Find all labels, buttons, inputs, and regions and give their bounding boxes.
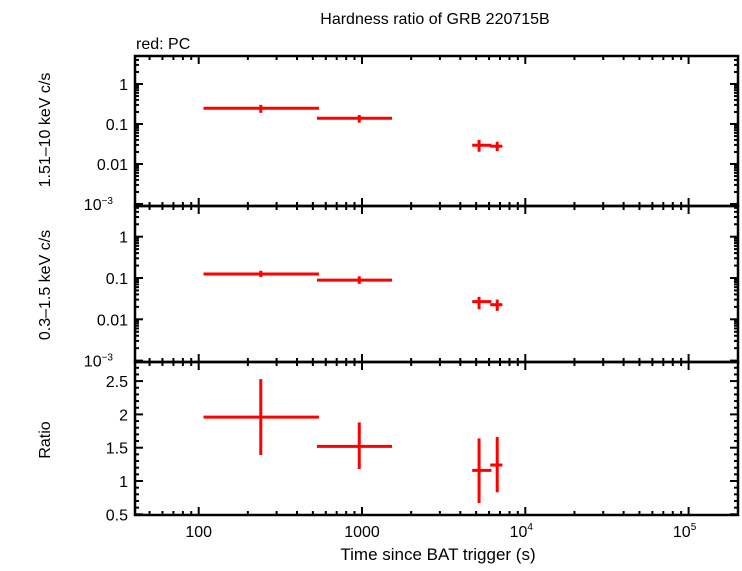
data-point	[490, 437, 503, 493]
y-tick-label: 2.5	[106, 374, 128, 391]
data-point	[203, 379, 319, 456]
y-axis-label: Ratio	[37, 421, 54, 458]
x-tick-label: 104	[510, 522, 534, 541]
y-tick-label: 1	[119, 474, 128, 491]
y-tick-label: 1	[119, 230, 128, 247]
data-point	[490, 141, 503, 152]
x-tick-label: 100	[185, 524, 212, 541]
y-tick-label: 0.1	[106, 271, 128, 288]
data-point	[203, 270, 319, 278]
plot-title: Hardness ratio of GRB 220715B	[320, 11, 549, 28]
data-point	[316, 276, 393, 284]
panel-frame	[133, 360, 740, 517]
panel-frame	[133, 54, 740, 208]
y-tick-label: 1	[119, 77, 128, 94]
data-point	[203, 104, 319, 113]
data-point	[490, 299, 503, 311]
y-tick-exponent: −3	[102, 196, 114, 207]
y-tick-label: 2	[119, 407, 128, 424]
x-tick-exponent: 4	[527, 522, 533, 533]
data-point	[316, 114, 393, 123]
y-tick-label: 0.01	[97, 157, 128, 174]
y-axis-label: 1.51–10 keV c/s	[37, 73, 54, 188]
panel-hard: 1 0.1 0.01 10−3 1.51–10 keV c/s	[37, 54, 740, 214]
y-tick-label: 1.5	[106, 441, 128, 458]
x-tick-exponent: 5	[691, 522, 697, 533]
y-axis-label: 0.3–1.5 keV c/s	[37, 230, 54, 340]
y-tick-label: 0.01	[97, 312, 128, 329]
x-tick-label: 1000	[344, 524, 380, 541]
y-tick-exponent: −3	[102, 353, 114, 364]
y-tick-label: 10−3	[84, 353, 114, 371]
panel-ratio: 2.5 2 1.5 1 0.5 Ratio	[37, 360, 740, 524]
x-tick-label: 105	[673, 522, 697, 541]
data-point	[472, 139, 492, 152]
x-axis-label: Time since BAT trigger (s)	[340, 545, 535, 564]
y-tick-label: 0.5	[106, 507, 128, 524]
data-point	[472, 438, 492, 503]
data-point	[472, 296, 492, 310]
legend-note: red: PC	[136, 36, 190, 53]
data-point	[316, 422, 393, 470]
y-tick-label: 10−3	[84, 196, 114, 214]
panel-soft: 1 0.1 0.01 10−3 0.3–1.5 keV c/s	[37, 204, 740, 371]
y-tick-label: 0.1	[106, 117, 128, 134]
panel-frame	[133, 204, 740, 364]
